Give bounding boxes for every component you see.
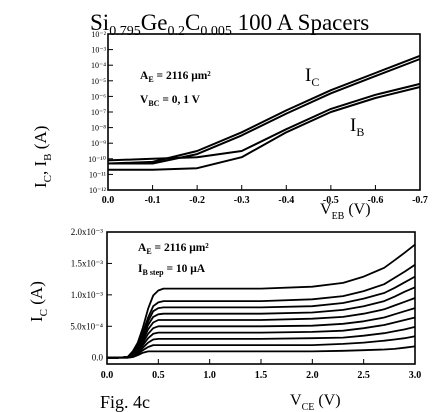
- series-label-ib: IB: [350, 115, 364, 139]
- gummel-x-tick-label: -0.7: [412, 195, 428, 206]
- output-y-ticks: 0.0 5.0x10⁻⁴ 1.0x10⁻³ 1.5x10⁻³ 2.0x10⁻³: [70, 227, 112, 363]
- title-si: Si: [90, 10, 109, 35]
- gummel-x-tick-label: -0.6: [368, 195, 384, 206]
- gummel-x-axis-label: VEB (V): [320, 201, 371, 222]
- gummel-y-tick-label: 10⁻¹²: [89, 186, 107, 195]
- output-x-tick-label: 0.5: [152, 370, 165, 381]
- gummel-y-tick-label: 10⁻⁷: [91, 108, 106, 117]
- output-x-tick-label: 2.5: [357, 370, 370, 381]
- output-annotation-area: AE = 2116 μm²: [138, 242, 209, 256]
- output-x-tick-label: 0.0: [101, 370, 114, 381]
- gummel-x-tick-label: 0.0: [102, 195, 115, 206]
- chart-title: Si0.795Ge0.2C0.005 100 A Spacers: [90, 10, 369, 39]
- gummel-plot-frame: [107, 33, 421, 191]
- output-x-tick-label: 3.0: [409, 370, 422, 381]
- gummel-series-ib-2: [108, 86, 421, 171]
- output-x-tick-label: 2.0: [306, 370, 319, 381]
- output-y-tick-label: 1.5x10⁻³: [71, 258, 104, 268]
- figure-caption: Fig. 4c: [100, 392, 150, 412]
- gummel-y-tick-label: 10⁻⁸: [91, 124, 106, 133]
- output-curve-9: [107, 263, 416, 359]
- gummel-x-tick-label: -0.1: [145, 195, 161, 206]
- title-c-sub: 0.005: [200, 24, 232, 39]
- output-x-axis-label: VCE (V): [290, 392, 341, 412]
- title-ge: Ge: [141, 10, 168, 35]
- title-ge-sub: 0.2: [168, 24, 186, 39]
- gummel-y-tick-label: 10⁻¹⁰: [88, 155, 106, 164]
- output-characteristics-plot: 0.05.0x10⁻⁴1.0x10⁻³1.5x10⁻³2.0x10⁻³ 0.0 0…: [27, 227, 421, 412]
- gummel-y-ticks: 10⁻¹² 10⁻¹¹ 10⁻¹⁰ 10⁻⁹ 10⁻⁸ 10⁻⁷ 10⁻⁶ 10⁻⁵ 10⁻⁴ 1…: [88, 30, 113, 195]
- gummel-x-tick-label: -0.5: [323, 195, 339, 206]
- output-x-ticks: 0.0 0.5 1.0 1.5 2.0 2.5 3.0: [101, 359, 422, 381]
- gummel-x-tick-label: -0.4: [278, 195, 294, 206]
- gummel-y-tick-label: 10⁻⁴: [91, 61, 106, 70]
- output-y-tick-label: 0.0: [92, 353, 104, 363]
- gummel-series-ic-1: [107, 54, 421, 165]
- output-curve-10: [107, 243, 416, 359]
- output-y-tick-label: 1.0x10⁻³: [71, 290, 104, 300]
- gummel-x-tick-label: -0.3: [234, 195, 250, 206]
- gummel-y-axis-label: IC, IB (A): [31, 126, 54, 188]
- output-x-tick-label: 1.5: [255, 370, 268, 381]
- gummel-annotation-area: AE = 2116 μm²: [140, 70, 211, 84]
- gummel-x-ticks: 0.0 -0.1 -0.2 -0.3 -0.4 -0.5 -0.6 -0.7: [102, 185, 428, 206]
- gummel-x-tick-label: -0.2: [189, 195, 205, 206]
- output-x-tick-label: 1.0: [203, 370, 216, 381]
- gummel-y-tick-label: 10⁻⁶: [91, 92, 106, 101]
- title-c: C: [185, 10, 200, 35]
- gummel-y-tick-label: 10⁻²: [91, 30, 106, 39]
- output-series: [107, 243, 416, 359]
- gummel-y-tick-label: 10⁻⁵: [91, 77, 106, 86]
- title-si-sub: 0.795: [109, 24, 141, 39]
- gummel-series: [107, 54, 421, 171]
- title-rest: 100 A Spacers: [232, 10, 369, 35]
- output-y-tick-label: 5.0x10⁻⁴: [70, 321, 103, 331]
- output-curve-1: [107, 345, 416, 359]
- gummel-series-ic-0: [108, 58, 421, 165]
- gummel-y-tick-label: 10⁻¹¹: [89, 170, 107, 179]
- gummel-annotation-vbc: VBC = 0, 1 V: [140, 94, 201, 108]
- gummel-y-tick-label: 10⁻⁹: [91, 139, 106, 148]
- output-annotation-ib-step: IB step = 10 μA: [138, 263, 206, 277]
- gummel-series-ib-3: [107, 82, 421, 162]
- series-label-ic: IC: [305, 65, 319, 89]
- gummel-y-tick-label: 10⁻³: [91, 46, 106, 55]
- output-y-axis-label: IC (A): [27, 281, 50, 322]
- output-y-tick-label: 2.0x10⁻³: [71, 227, 104, 237]
- gummel-plot: 10⁻¹² 10⁻¹¹ 10⁻¹⁰ 10⁻⁹ 10⁻⁸ 10⁻⁷ 10⁻⁶ 10⁻⁵ 10⁻⁴ 1…: [31, 30, 428, 222]
